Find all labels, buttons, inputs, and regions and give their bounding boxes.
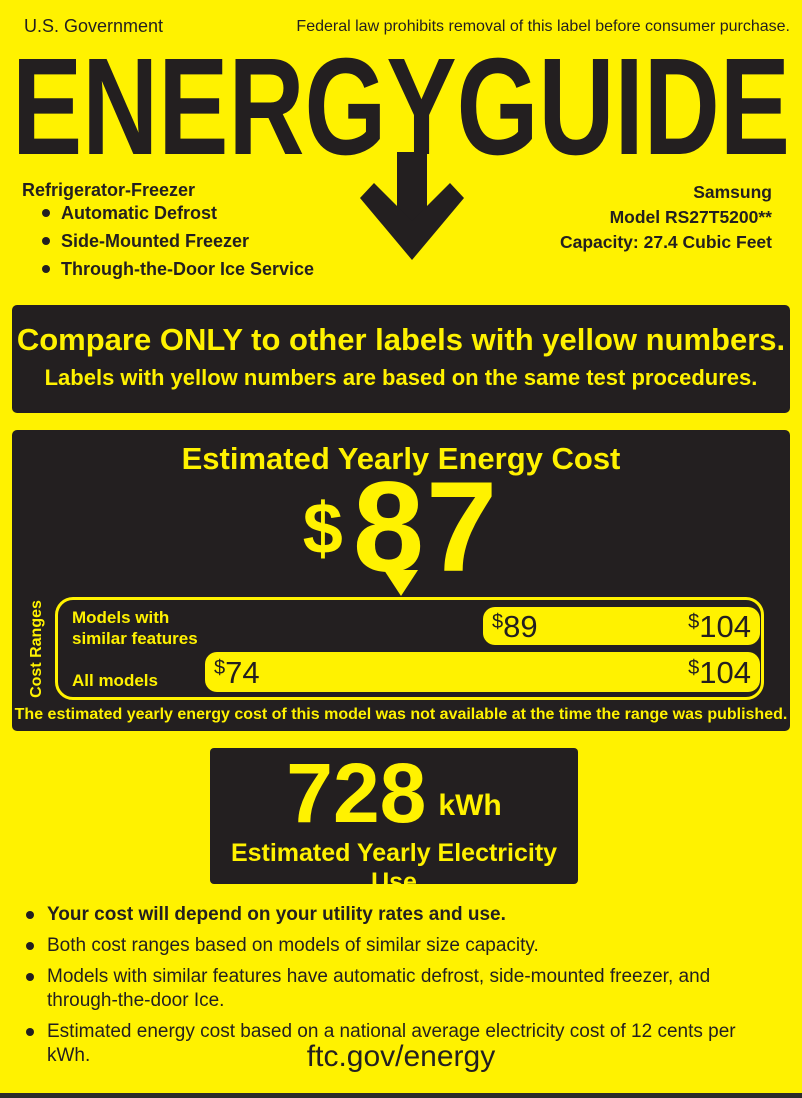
brand-name: Samsung	[693, 182, 772, 202]
footnote-list: Your cost will depend on your utility ra…	[26, 903, 786, 1075]
compare-banner: Compare ONLY to other labels with yellow…	[12, 305, 790, 413]
bullet-icon	[26, 1028, 34, 1036]
cost-ranges-panel	[55, 597, 764, 700]
similar-models-label: Models with similar features	[72, 608, 198, 648]
feature-item: Automatic Defrost	[42, 203, 314, 224]
cost-ranges-axis: Cost Ranges	[24, 597, 50, 700]
range-availability-note: The estimated yearly energy cost of this…	[14, 706, 788, 723]
energy-cost-title: Estimated Yearly Energy Cost	[181, 441, 621, 476]
energy-cost-box: Estimated Yearly Energy Cost $ 87 Cost R…	[12, 430, 790, 731]
cost-pointer-icon	[384, 570, 418, 596]
kwh-value: 728	[286, 746, 427, 840]
bullet-icon	[42, 237, 50, 245]
dollar-sign: $	[688, 610, 700, 633]
dollar-sign: $	[302, 489, 343, 569]
compare-banner-headline: Compare ONLY to other labels with yellow…	[16, 322, 786, 357]
feature-label: Automatic Defrost	[61, 203, 218, 223]
down-arrow-icon	[360, 152, 464, 260]
footnote-item: Both cost ranges based on models of simi…	[26, 934, 786, 958]
range-min: $ 74	[214, 654, 260, 690]
capacity-text: Capacity: 27.4 Cubic Feet	[559, 232, 772, 252]
footnote-item: Estimated energy cost based on a nationa…	[26, 1020, 786, 1068]
yearly-cost-amount: $ 87	[12, 456, 790, 599]
bullet-icon	[26, 911, 34, 919]
compare-banner-subtext: Labels with yellow numbers are based on …	[44, 365, 758, 390]
bottom-edge-strip	[0, 1093, 802, 1098]
us-government-text: U.S. Government	[24, 16, 164, 36]
range-max: $ 104	[688, 608, 751, 644]
feature-label: Side-Mounted Freezer	[61, 231, 250, 251]
feature-list: Automatic Defrost Side-Mounted Freezer T…	[42, 203, 314, 287]
energyguide-logo-text: ENERGYGUIDE	[12, 50, 790, 162]
manufacturer-info: Samsung Model RS27T5200** Capacity: 27.4…	[560, 180, 772, 255]
dollar-sign: $	[492, 610, 504, 633]
cost-ranges-axis-label: Cost Ranges	[28, 599, 46, 698]
cost-range-bar-similar: $ 89 $ 104	[483, 607, 760, 645]
kwh-unit: kWh	[438, 789, 502, 823]
footnote-item: Your cost will depend on your utility ra…	[26, 903, 786, 927]
dollar-sign: $	[214, 656, 226, 679]
electricity-use-box: 728 kWh Estimated Yearly Electricity Use	[210, 746, 578, 896]
energyguide-logo: ENERGYGUIDE	[12, 50, 790, 162]
all-models-label: All models	[72, 671, 158, 690]
electricity-use-amount: 728 kWh	[210, 746, 578, 840]
ftc-website-text: ftc.gov/energy	[306, 1040, 496, 1073]
appliance-type: Refrigerator-Freezer	[22, 180, 196, 200]
model-number: Model RS27T5200**	[609, 207, 772, 227]
dollar-sign: $	[688, 656, 700, 679]
electricity-use-label: Estimated Yearly Electricity Use	[230, 839, 558, 897]
feature-item: Through-the-Door Ice Service	[42, 259, 314, 280]
range-min: $ 89	[492, 608, 538, 644]
removal-warning-text: Federal law prohibits removal of this la…	[296, 18, 790, 35]
cost-range-bar-all: $ 74 $ 104	[205, 652, 760, 692]
feature-label: Through-the-Door Ice Service	[61, 259, 315, 279]
footnote-item: Models with similar features have automa…	[26, 965, 786, 1013]
bullet-icon	[26, 942, 34, 950]
feature-item: Side-Mounted Freezer	[42, 231, 314, 252]
cost-value: 87	[352, 456, 500, 599]
bullet-icon	[26, 973, 34, 981]
range-max: $ 104	[688, 654, 751, 690]
bullet-icon	[42, 265, 50, 273]
bullet-icon	[42, 209, 50, 217]
